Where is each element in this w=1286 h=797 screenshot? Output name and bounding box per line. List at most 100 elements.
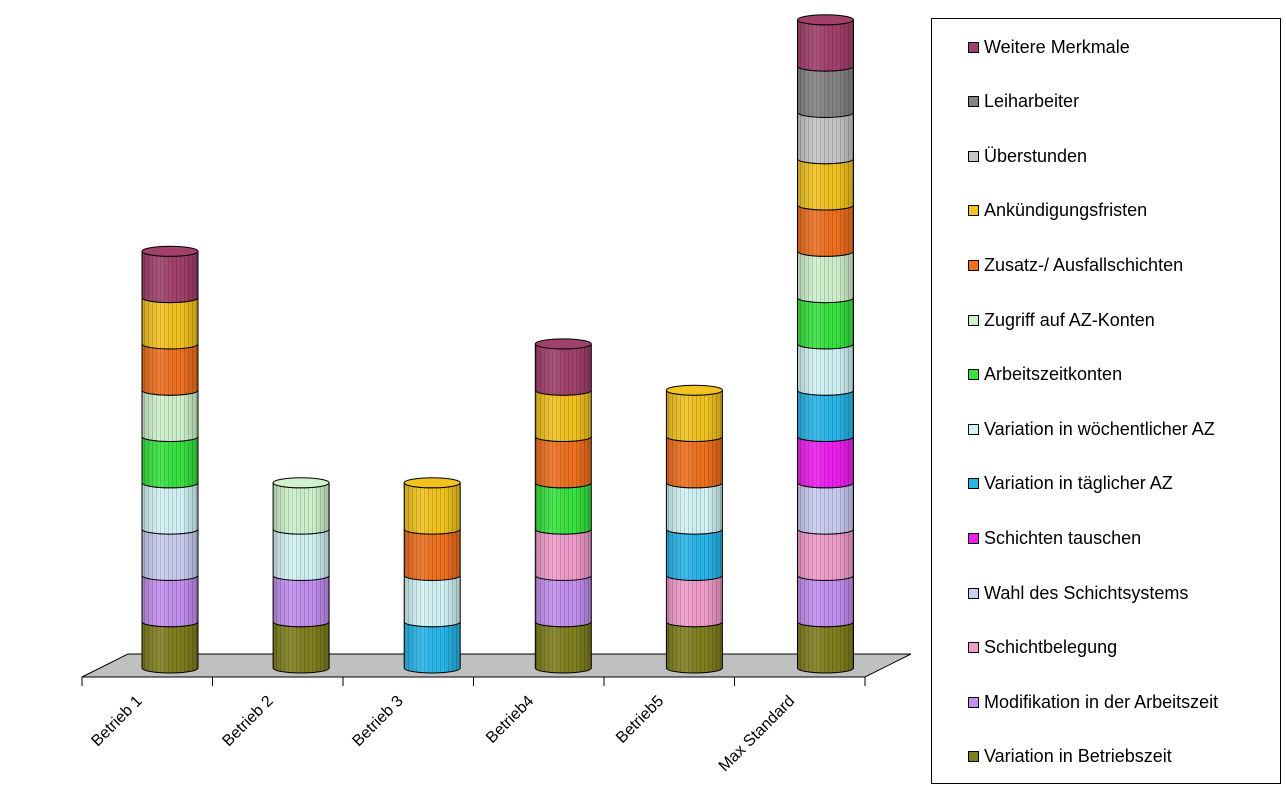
legend-label: Überstunden: [984, 145, 1088, 166]
legend-swatch: [968, 751, 979, 763]
legend-item: Ankündigungsfristen: [968, 200, 1148, 221]
legend-item: Variation in wöchentlicher AZ: [968, 419, 1215, 439]
bar-segment: [797, 343, 854, 396]
bar-segment: [534, 390, 592, 442]
legend-item: Wahl des Schichtsystems: [968, 583, 1188, 603]
bar-segment: [665, 621, 723, 674]
legend-swatch: [968, 478, 979, 490]
bar-segment: [797, 528, 854, 581]
chart-plot: [81, 14, 912, 686]
legend-swatch: [968, 41, 979, 53]
legend-item: Modifikation in der Arbeitszeit: [968, 692, 1218, 712]
legend-item: Arbeitszeitkonten: [968, 364, 1123, 385]
chart-bars: [141, 14, 854, 674]
legend-item: Leiharbeiter: [968, 91, 1080, 112]
bar-top-cap: [141, 245, 199, 257]
bar-segment: [141, 482, 199, 535]
bar-segment: [797, 204, 854, 257]
legend-label: Zusatz-/ Ausfallschichten: [984, 254, 1184, 275]
bar-segment: [403, 575, 461, 628]
bar-stack-3: [403, 477, 461, 674]
bar-segment: [141, 343, 199, 396]
bar-segment: [534, 528, 592, 581]
bar-segment: [665, 482, 723, 535]
legend-swatch: [968, 205, 979, 217]
bar-segment: [141, 528, 199, 581]
bar-segment: [797, 436, 854, 489]
legend-label: Zugriff auf AZ-Konten: [984, 309, 1155, 330]
bar-segment: [403, 621, 461, 674]
legend-label: Variation in Betriebszeit: [984, 746, 1172, 767]
bar-segment: [534, 621, 592, 674]
bar-segment: [665, 390, 723, 442]
bar-segment: [403, 528, 461, 581]
legend-swatch: [968, 150, 979, 162]
legend-item: Schichten tauschen: [968, 528, 1141, 548]
bar-segment: [141, 621, 199, 674]
legend-label: Ankündigungsfristen: [984, 200, 1148, 221]
legend-swatch: [968, 369, 979, 381]
legend-item: Überstunden: [968, 146, 1087, 166]
legend-item: Variation in Betriebszeit: [968, 746, 1172, 767]
bar-segment: [797, 112, 854, 165]
bar-segment: [797, 65, 854, 118]
bar-top-cap: [534, 338, 592, 350]
bar-stack-1: [141, 245, 199, 674]
legend-label: Weitere Merkmale: [984, 36, 1130, 57]
legend-swatch: [968, 96, 979, 108]
bar-segment: [797, 575, 854, 628]
bar-segment: [272, 528, 330, 581]
bar-segment: [797, 251, 854, 304]
legend-label: Schichtbelegung: [984, 637, 1118, 658]
legend-item: Variation in täglicher AZ: [968, 473, 1173, 494]
bar-segment: [665, 436, 723, 489]
legend-swatch: [968, 587, 979, 599]
legend-label: Schichten tauschen: [984, 527, 1142, 548]
bar-segment: [534, 575, 592, 628]
bar-segment: [141, 390, 199, 442]
bar-segment: [272, 575, 330, 628]
legend-label: Variation in täglicher AZ: [984, 473, 1173, 494]
legend-label: Modifikation in der Arbeitszeit: [984, 691, 1219, 712]
bar-top-cap: [797, 14, 854, 26]
legend-swatch: [968, 259, 979, 271]
bar-stack-6: [797, 14, 854, 674]
legend-swatch: [968, 423, 979, 435]
bar-segment: [403, 482, 461, 535]
bar-segment: [141, 436, 199, 489]
legend-label: Leiharbeiter: [984, 91, 1080, 112]
bar-stack-2: [272, 477, 330, 674]
bar-segment: [797, 297, 854, 350]
legend-item: Weitere Merkmale: [968, 37, 1130, 57]
bar-segment: [797, 19, 854, 72]
bar-stack-4: [534, 338, 592, 674]
legend-swatch: [968, 696, 979, 708]
legend-swatch: [968, 642, 979, 654]
bar-segment: [797, 621, 854, 674]
bar-top-cap: [272, 477, 330, 489]
chart-floor: [81, 653, 912, 678]
legend-swatch: [968, 314, 979, 326]
bar-segment: [797, 158, 854, 211]
bar-segment: [665, 528, 723, 581]
chart-legend: Weitere Merkmale Leiharbeiter Überstunden A…: [931, 18, 1281, 784]
legend-item: Zusatz-/ Ausfallschichten: [968, 255, 1183, 275]
bar-segment: [141, 575, 199, 628]
x-axis-ticks: [81, 677, 866, 686]
legend-label: Arbeitszeitkonten: [984, 364, 1123, 385]
bar-segment: [797, 482, 854, 535]
bar-segment: [797, 390, 854, 442]
bar-segment: [141, 297, 199, 350]
bar-segment: [141, 251, 199, 304]
legend-item: Zugriff auf AZ-Konten: [968, 310, 1155, 330]
legend-label: Variation in wöchentlicher AZ: [984, 418, 1215, 439]
bar-segment: [534, 436, 592, 489]
legend-swatch: [968, 532, 979, 544]
bar-stack-5: [665, 384, 723, 674]
bar-top-cap: [403, 477, 461, 489]
bar-segment: [665, 575, 723, 628]
bar-segment: [272, 482, 330, 535]
bar-segment: [534, 482, 592, 535]
legend-label: Wahl des Schichtsystems: [984, 582, 1189, 603]
bar-segment: [534, 343, 592, 396]
